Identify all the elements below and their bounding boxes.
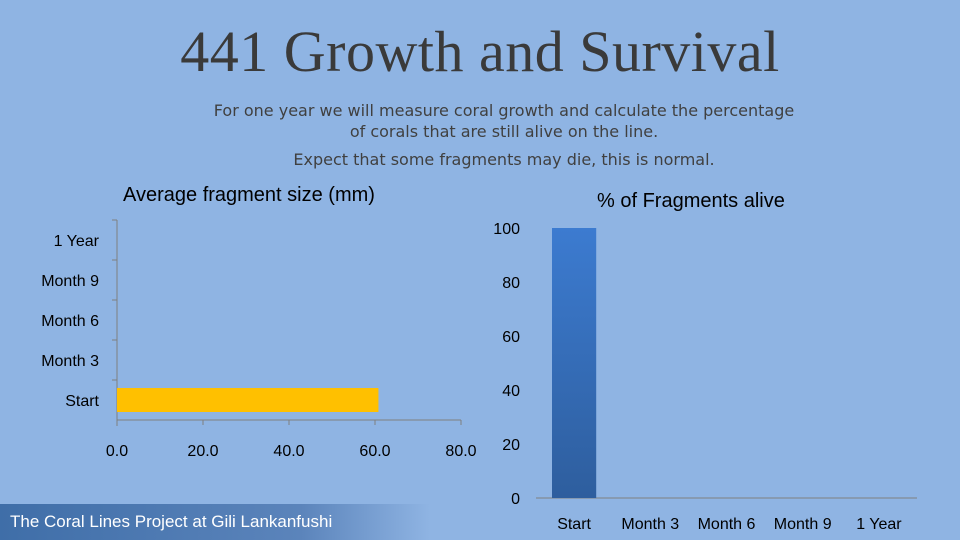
size-bar (117, 388, 379, 412)
alive-y-tick-label: 20 (502, 437, 520, 454)
alive-bar (552, 228, 597, 498)
size-x-tick-label: 20.0 (187, 443, 218, 460)
alive-y-tick-label: 80 (502, 275, 520, 292)
size-x-tick-label: 0.0 (106, 443, 128, 460)
alive-category-label: Start (557, 516, 591, 533)
subtitle-note: Expect that some fragments may die, this… (293, 150, 715, 169)
slide-subtitle: For one year we will measure coral growt… (0, 100, 960, 142)
size-category-label: Start (65, 393, 99, 410)
footer-text: The Coral Lines Project at Gili Lankanfu… (10, 512, 333, 531)
size-x-tick-label: 40.0 (273, 443, 304, 460)
subtitle-line-2: of corals that are still alive on the li… (349, 122, 659, 141)
subtitle-line-1: For one year we will measure coral growt… (213, 101, 795, 120)
alive-y-tick-label: 0 (511, 491, 520, 508)
footer-banner: The Coral Lines Project at Gili Lankanfu… (0, 504, 430, 540)
size-x-tick-label: 60.0 (359, 443, 390, 460)
size-x-tick-label: 80.0 (445, 443, 476, 460)
size-category-label: 1 Year (54, 233, 100, 250)
alive-y-tick-label: 40 (502, 383, 520, 400)
alive-category-label: 1 Year (856, 516, 902, 533)
size-category-label: Month 3 (41, 353, 99, 370)
alive-y-tick-label: 60 (502, 329, 520, 346)
size-chart-title: Average fragment size (mm) (123, 184, 375, 206)
alive-y-tick-label: 100 (493, 221, 520, 238)
slide-title: 441 Growth and Survival (180, 19, 780, 84)
alive-category-label: Month 9 (774, 516, 832, 533)
size-category-label: Month 6 (41, 313, 99, 330)
alive-chart-title: % of Fragments alive (597, 190, 785, 212)
size-category-label: Month 9 (41, 273, 99, 290)
alive-category-label: Month 6 (698, 516, 756, 533)
alive-category-label: Month 3 (621, 516, 679, 533)
